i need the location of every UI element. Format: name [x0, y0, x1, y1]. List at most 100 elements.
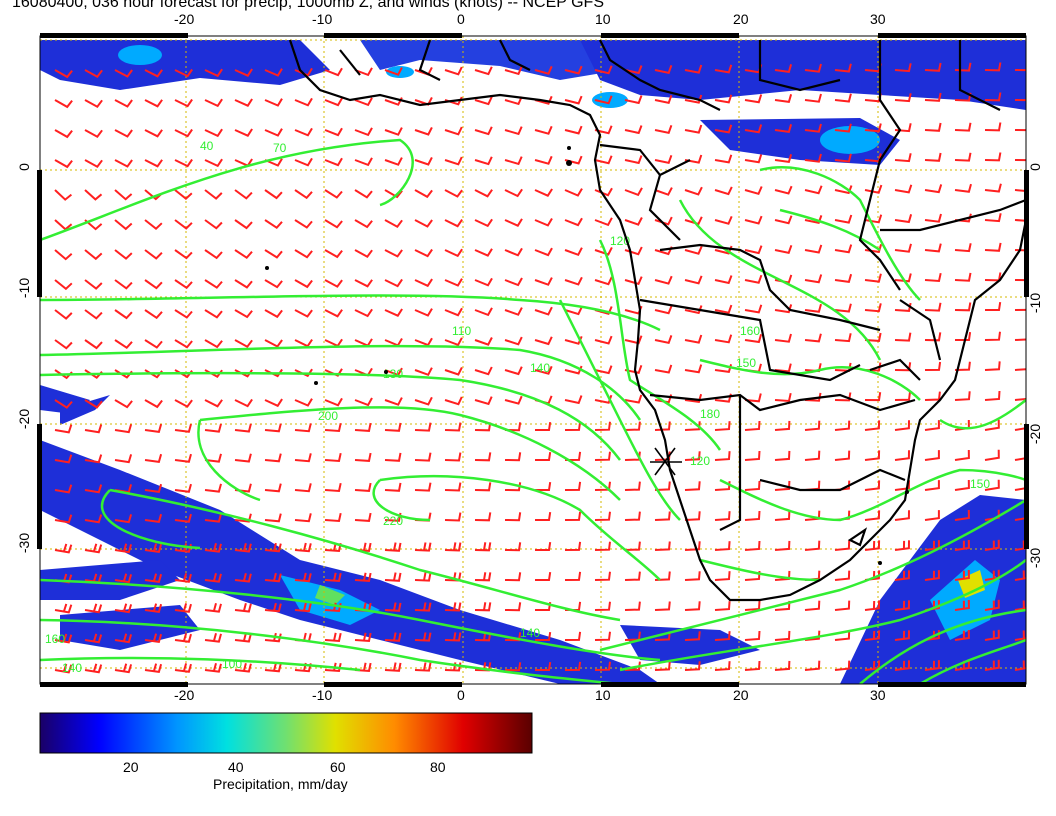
wind-barb — [654, 64, 673, 74]
wind-barb — [804, 660, 821, 671]
wind-barb — [654, 94, 673, 104]
contour-label: 70 — [273, 141, 287, 155]
wind-barb — [324, 572, 342, 583]
wind-barb — [84, 633, 103, 644]
wind-barb — [234, 513, 252, 523]
wind-barb — [294, 157, 313, 167]
wind-barb — [414, 452, 432, 462]
contour-label: 180 — [700, 407, 720, 421]
contour-label: 130 — [383, 367, 403, 381]
wind-barb — [834, 392, 852, 402]
wind-barb — [684, 451, 701, 461]
wind-barb — [504, 188, 523, 198]
wind-barb — [114, 454, 133, 464]
wind-barb — [535, 421, 552, 431]
wind-barb — [414, 156, 433, 166]
wind-barb — [624, 125, 643, 135]
wind-barb — [684, 631, 701, 641]
wind-barb — [504, 366, 523, 376]
map-title: 16080400, 036 hour forecast for precip, … — [12, 0, 604, 11]
wind-barb — [174, 98, 193, 108]
wind-barb — [354, 67, 373, 77]
wind-barb — [654, 335, 673, 345]
wind-barb — [144, 483, 163, 494]
wind-barb — [384, 572, 402, 582]
wind-barb — [144, 129, 163, 138]
wind-barb — [1014, 189, 1026, 192]
wind-barb — [594, 217, 613, 227]
wind-barb — [354, 127, 373, 137]
wind-barb — [354, 422, 372, 432]
wind-barb — [384, 397, 403, 406]
wind-barb — [804, 450, 821, 461]
wind-barb — [834, 244, 853, 254]
wind-barb — [444, 542, 462, 552]
wind-barb — [114, 279, 133, 290]
wind-barb — [144, 423, 163, 434]
wind-barb — [894, 510, 910, 521]
wind-barb — [894, 273, 912, 283]
wind-barb — [924, 213, 942, 223]
wind-barb — [894, 184, 913, 194]
wind-barb — [384, 127, 403, 136]
precip-colorbar — [39, 712, 533, 754]
wind-barb — [114, 219, 133, 231]
wind-barb — [564, 306, 583, 316]
wind-barb — [264, 572, 282, 583]
wind-barb — [414, 662, 432, 672]
wind-barb — [924, 510, 940, 521]
wind-barb — [114, 424, 133, 434]
wind-barb — [594, 365, 613, 375]
wind-barb — [264, 158, 283, 167]
wind-barb — [535, 571, 552, 581]
wind-barb — [504, 247, 523, 257]
wind-barb — [535, 451, 552, 461]
colorbar-title: Precipitation, mm/day — [213, 776, 348, 792]
wind-barb — [834, 185, 853, 195]
wind-barb — [624, 276, 643, 286]
wind-barb — [624, 481, 641, 491]
wind-barb — [624, 95, 643, 105]
wind-barb — [864, 332, 882, 342]
wind-barb — [54, 484, 73, 494]
wind-barb — [684, 186, 703, 196]
wind-barb — [564, 95, 583, 105]
wind-barb — [414, 572, 432, 582]
wind-barb — [414, 542, 432, 552]
wind-barb — [264, 98, 283, 107]
wind-barb — [114, 633, 133, 644]
wind-barb — [264, 483, 282, 493]
wind-barb — [894, 450, 910, 461]
wind-barb — [894, 660, 910, 671]
wind-barb — [444, 307, 463, 317]
wind-barb — [744, 94, 763, 104]
wind-barb — [744, 510, 761, 521]
wind-barb — [474, 126, 493, 136]
wind-barb — [354, 219, 373, 229]
wind-barb — [294, 572, 312, 583]
wind-barb — [594, 661, 611, 671]
wind-barb — [954, 599, 970, 611]
wind-barb — [714, 94, 733, 104]
wind-barb — [564, 395, 583, 405]
wind-barb — [714, 541, 731, 551]
wind-barb — [624, 246, 643, 256]
wind-barb — [954, 629, 970, 641]
wind-barb — [504, 452, 522, 462]
wind-barb — [144, 573, 163, 584]
wind-barb — [864, 480, 881, 491]
wind-barb — [324, 338, 343, 348]
wind-barb — [264, 128, 283, 137]
wind-barb — [504, 602, 522, 612]
wind-barb — [534, 217, 553, 227]
wind-barb — [264, 602, 282, 613]
wind-barb — [894, 570, 910, 581]
wind-barb — [174, 603, 192, 613]
wind-barb — [114, 99, 133, 108]
wind-barb — [504, 395, 523, 405]
wind-barb — [624, 511, 641, 521]
wind-barb — [924, 92, 942, 102]
wind-barb — [144, 69, 163, 78]
wind-barbs — [54, 62, 1026, 674]
wind-barb — [84, 129, 103, 138]
